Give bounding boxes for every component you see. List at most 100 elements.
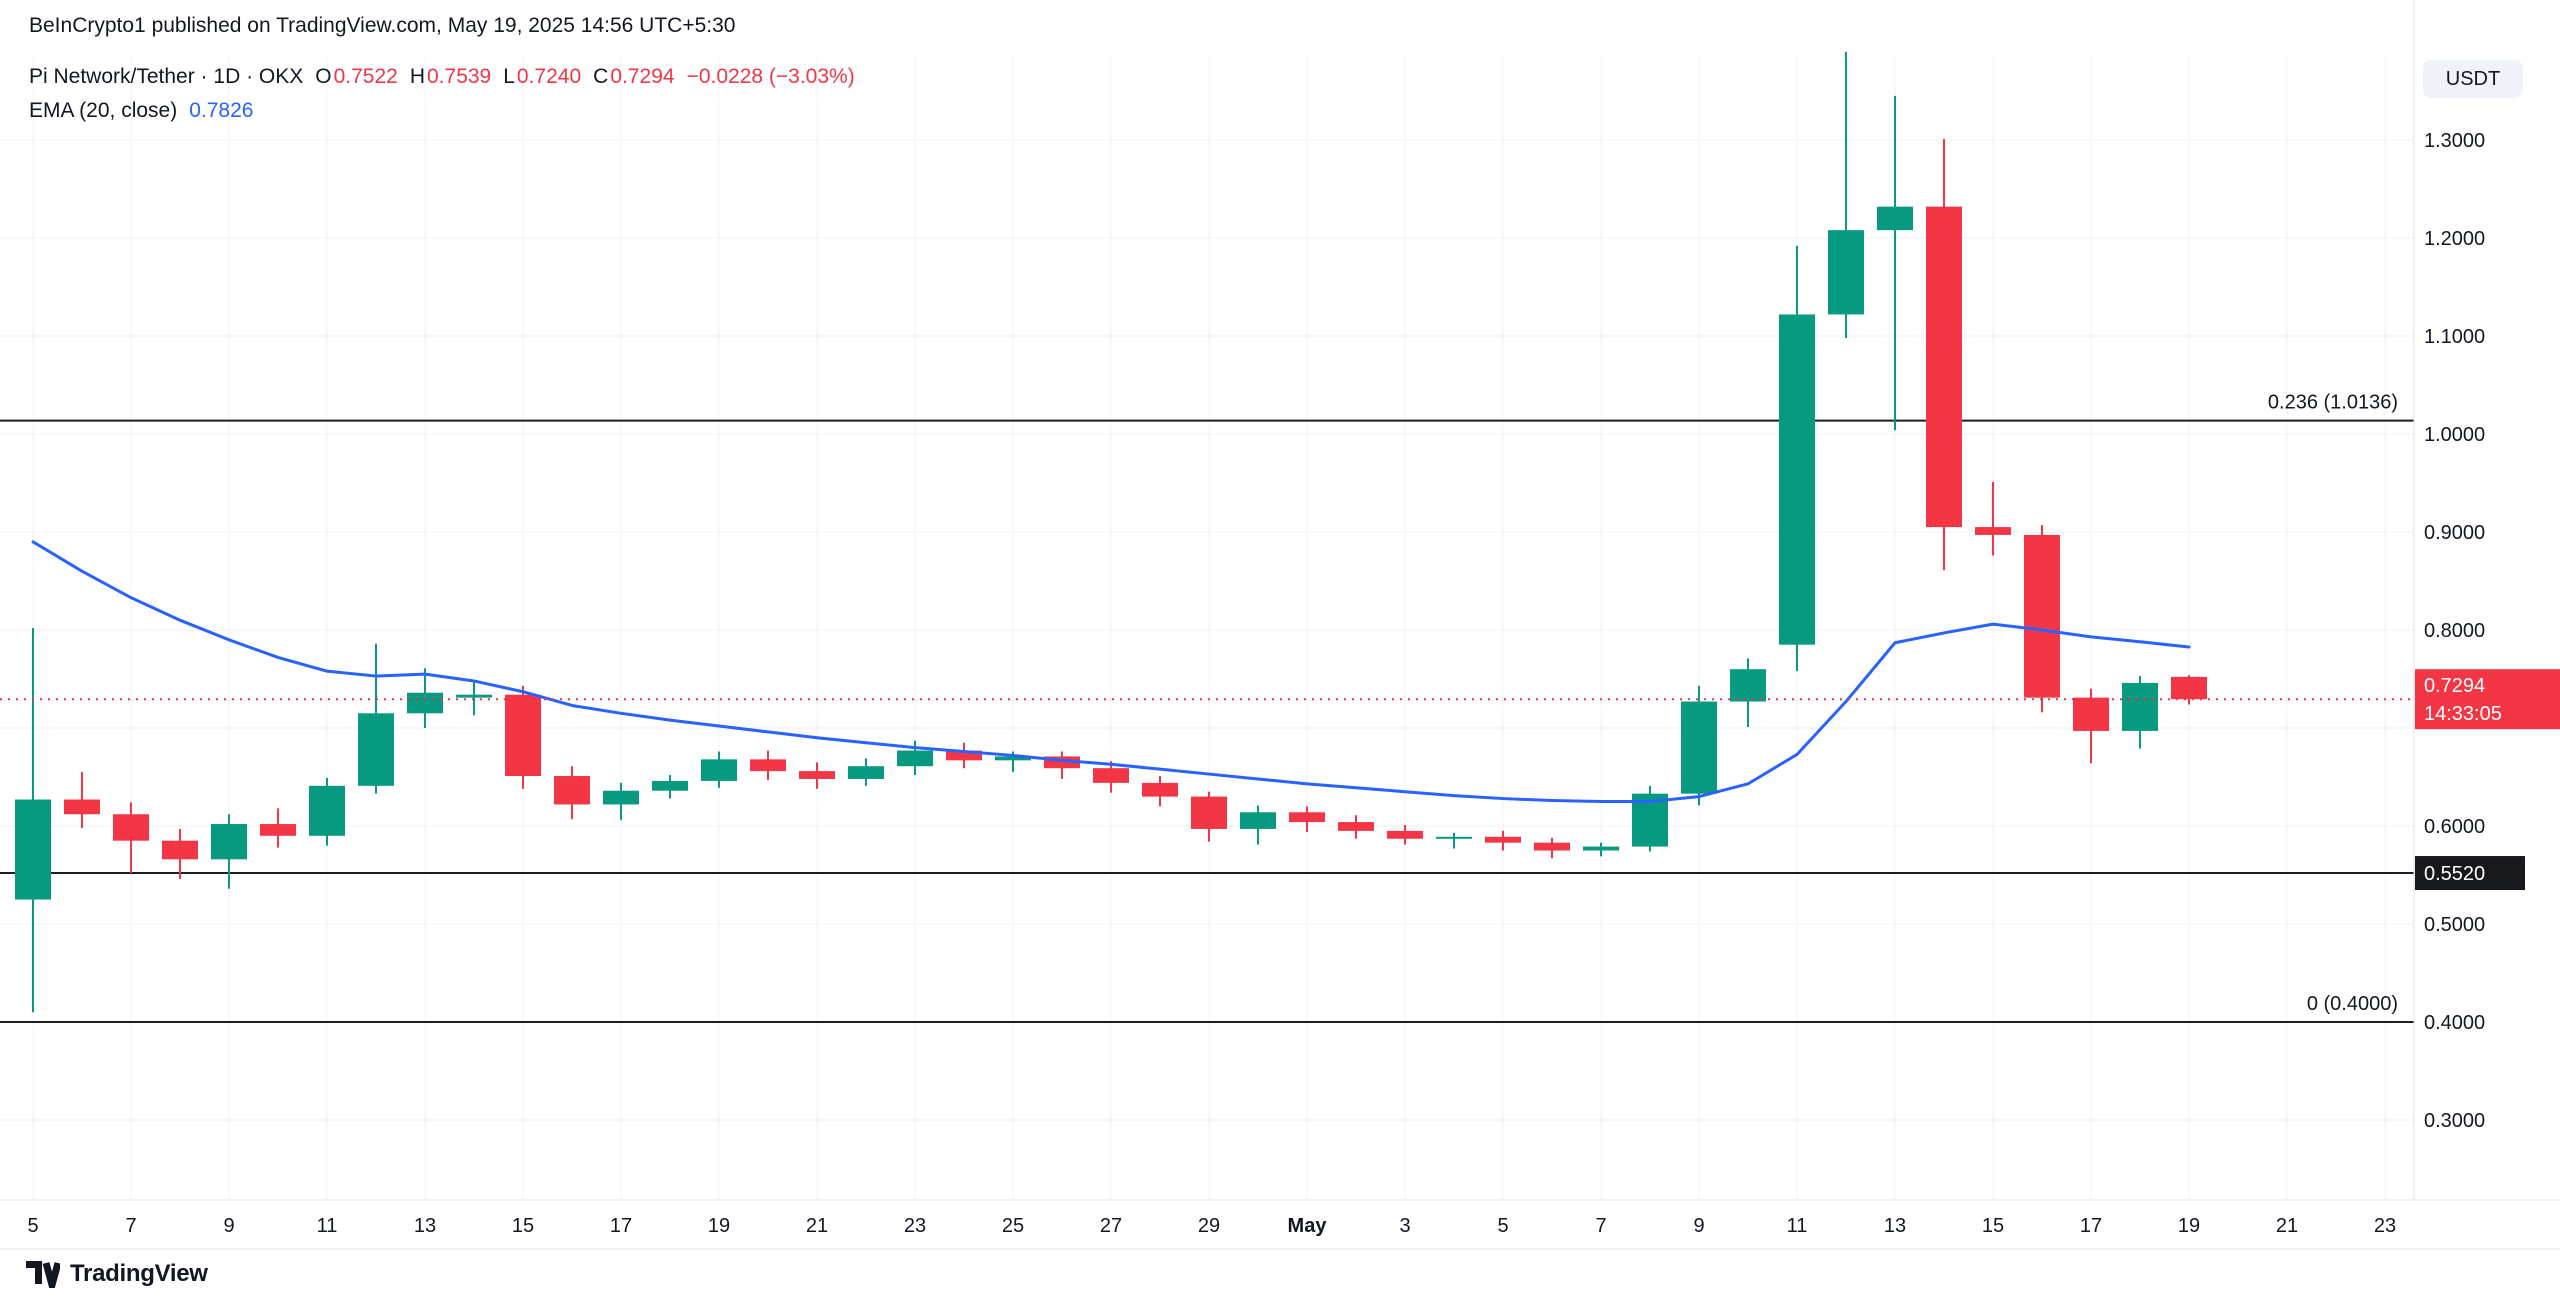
candle-body [1534, 842, 1570, 851]
time-tick-label: 29 [1198, 1215, 1220, 1237]
time-tick-label: 21 [806, 1215, 828, 1237]
time-tick-label: 13 [414, 1215, 436, 1237]
tradingview-brand-text: TradingView [70, 1260, 208, 1287]
time-tick-label: 11 [317, 1215, 338, 1237]
last-price-tag [2415, 669, 2560, 730]
candle-body [407, 692, 443, 714]
candle-body [1828, 230, 1864, 315]
candle-body [1044, 756, 1080, 769]
ema-line [31, 540, 2191, 803]
candle-body [946, 750, 982, 761]
candle-body [15, 799, 51, 900]
candle-body [799, 771, 835, 779]
candle-body [701, 759, 737, 781]
price-tick-label: 1.1000 [2424, 326, 2485, 348]
price-tick-label: 0.3000 [2424, 1110, 2485, 1132]
candle-body [995, 756, 1031, 761]
indicator-value: 0.7826 [189, 99, 254, 122]
time-tick-label: 5 [27, 1215, 38, 1237]
price-tick-label: 0.6000 [2424, 816, 2485, 838]
time-tick-label: 5 [1497, 1215, 1508, 1237]
candle-body [64, 799, 100, 815]
time-tick-label: 23 [904, 1215, 926, 1237]
candle-body [1142, 782, 1178, 797]
chart-legend: Pi Network/Tether · 1D · OKX O 0.7522 H … [29, 60, 855, 128]
time-tick-label: 7 [125, 1215, 136, 1237]
time-tick-label: 9 [1693, 1215, 1704, 1237]
change-value: −0.0228 (−3.03%) [686, 65, 855, 88]
time-tick-label: 11 [1787, 1215, 1808, 1237]
candle-body [1730, 669, 1766, 702]
tradingview-logo[interactable]: TradingView [26, 1260, 208, 1288]
open-value: 0.7522 [333, 65, 398, 88]
time-tick-label: 15 [512, 1215, 534, 1237]
low-label: L [503, 65, 515, 88]
symbol-title[interactable]: Pi Network/Tether · 1D · OKX [29, 65, 304, 88]
candle-body [2073, 697, 2109, 731]
candle-body [505, 694, 541, 777]
candle-body [603, 790, 639, 805]
high-label: H [409, 65, 425, 88]
candle-body [1926, 206, 1962, 528]
time-tick-label: 3 [1399, 1215, 1410, 1237]
price-tick-label: 1.0000 [2424, 424, 2485, 446]
time-tick-label: May [1288, 1215, 1328, 1237]
time-tick-label: 17 [2080, 1215, 2102, 1237]
candle-body [358, 713, 394, 786]
indicator-legend-row: EMA (20, close) 0.7826 [29, 94, 855, 128]
price-tick-label: 1.2000 [2424, 228, 2485, 250]
candle-body [162, 840, 198, 860]
attribution-text: BeInCrypto1 published on TradingView.com… [29, 14, 736, 37]
ohlc-low: L 0.7240 [503, 65, 581, 89]
time-tick-label: 19 [2178, 1215, 2200, 1237]
candle-body [1240, 812, 1276, 829]
time-tick-label: 15 [1982, 1215, 2004, 1237]
symbol-legend-row: Pi Network/Tether · 1D · OKX O 0.7522 H … [29, 60, 855, 94]
level-label: 0 (0.4000) [2307, 993, 2398, 1015]
candle-body [848, 766, 884, 779]
candle-body [2024, 534, 2060, 698]
level-label: 0.236 (1.0136) [2268, 392, 2398, 414]
indicator-label[interactable]: EMA (20, close) [29, 99, 178, 122]
candle-body [260, 824, 296, 836]
low-value: 0.7240 [516, 65, 582, 88]
candle-body [1583, 846, 1619, 851]
candle-body [113, 814, 149, 841]
candle-body [897, 750, 933, 767]
open-label: O [315, 65, 332, 88]
time-tick-label: 19 [708, 1215, 730, 1237]
candle-body [652, 780, 688, 791]
time-tick-label: 25 [1002, 1215, 1024, 1237]
time-tick-label: 17 [610, 1215, 632, 1237]
time-tick-label: 27 [1100, 1215, 1122, 1237]
candle-body [1387, 830, 1423, 839]
price-tick-label: 0.9000 [2424, 522, 2485, 544]
level-price-tag-text: 0.5520 [2424, 863, 2485, 885]
close-value: 0.7294 [610, 65, 675, 88]
tradingview-logo-icon [26, 1261, 60, 1288]
high-value: 0.7539 [427, 65, 492, 88]
candle-body [1338, 822, 1374, 831]
price-tick-label: 0.4000 [2424, 1012, 2485, 1034]
time-tick-label: 23 [2374, 1215, 2396, 1237]
time-tick-label: 7 [1595, 1215, 1606, 1237]
candle-body [1191, 796, 1227, 829]
countdown-text: 14:33:05 [2424, 703, 2502, 725]
candle-body [1779, 314, 1815, 645]
candle-body [1681, 701, 1717, 794]
candle-body [2122, 682, 2158, 731]
last-price-tag-text: 0.7294 [2424, 675, 2485, 697]
candle-body [456, 694, 492, 698]
candle-body [1093, 768, 1129, 783]
price-tick-label: 0.8000 [2424, 620, 2485, 642]
ohlc-high: H 0.7539 [410, 65, 491, 89]
candle-body [554, 776, 590, 805]
level-price-tag [2415, 856, 2525, 891]
ohlc-open: O 0.7522 [315, 65, 398, 89]
candle-body [1877, 206, 1913, 231]
price-tick-label: 1.3000 [2424, 130, 2485, 152]
candle-body [2171, 676, 2207, 700]
currency-unit-button[interactable]: USDT [2423, 60, 2523, 98]
